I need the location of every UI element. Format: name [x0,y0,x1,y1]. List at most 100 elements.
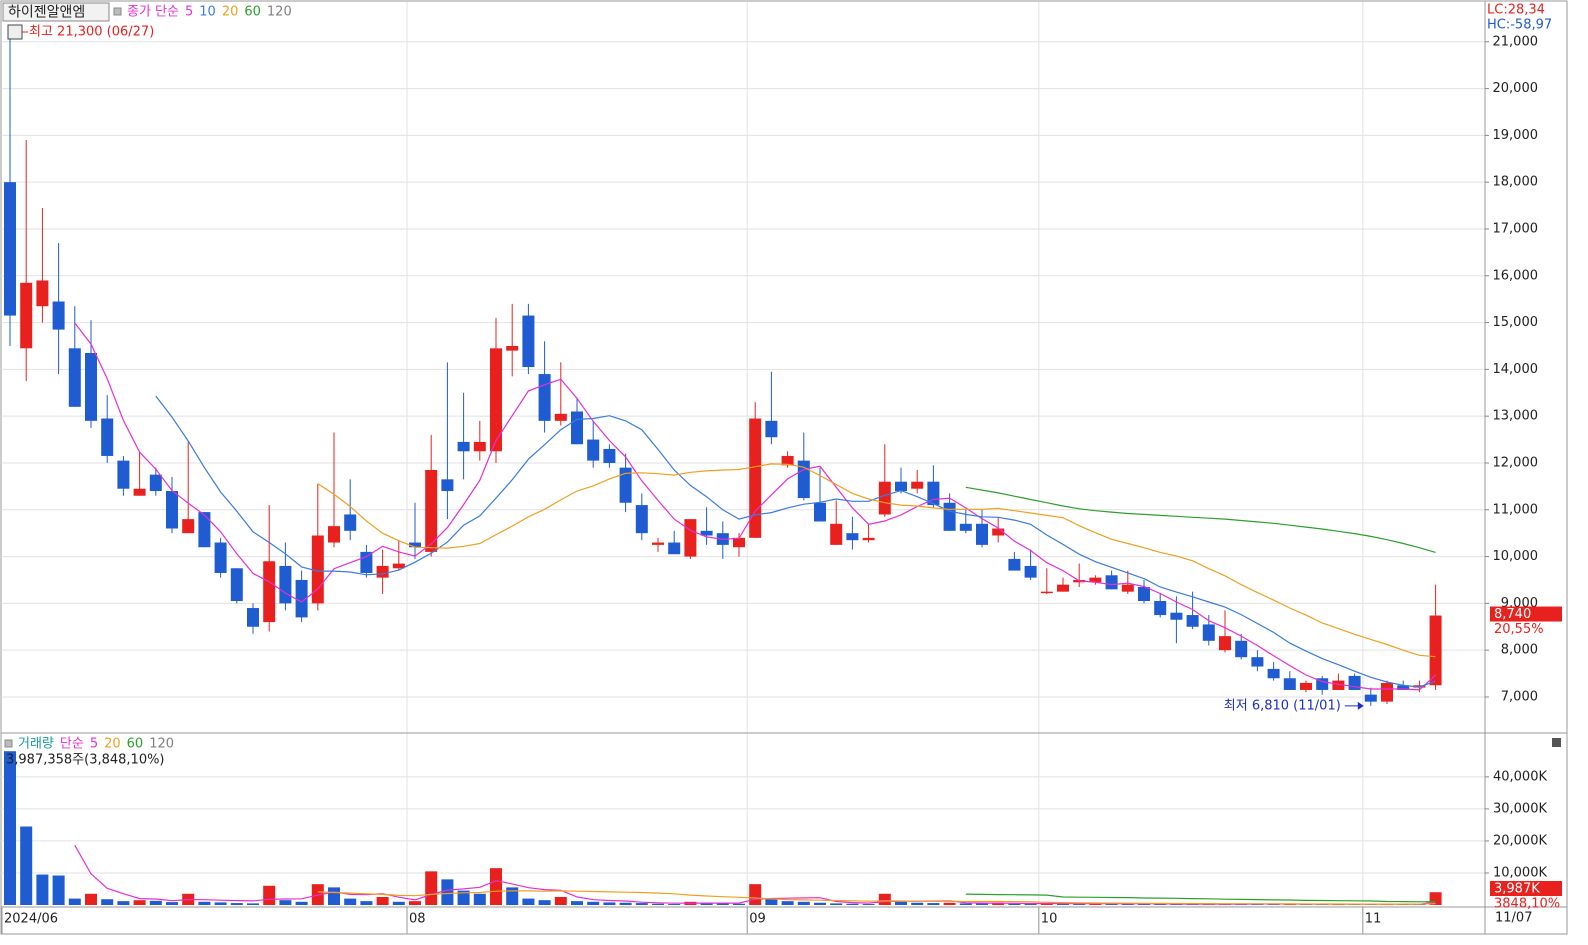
legend-prefix[interactable]: 단순 [60,737,84,752]
volume-bar [4,751,16,905]
candle-body [1316,678,1329,690]
candle-body [992,528,1005,536]
candle-body [425,469,438,552]
volume-bar [101,899,114,905]
candle-body [1429,615,1442,686]
volume-bar [473,893,486,905]
legend-entry[interactable]: 20 [222,5,239,20]
stock-name[interactable]: 하이젠알앤엠 [8,5,85,21]
legend-entry[interactable]: 60 [244,5,261,20]
candle-body [1332,680,1345,690]
volume-bar [230,903,243,905]
x-tick-label: 11 [1365,912,1382,927]
volume-bar [344,898,357,905]
volume-bar [668,904,681,905]
candle-body [457,441,470,452]
last-value-box [1490,881,1562,896]
panel-button[interactable] [1552,738,1561,747]
candle-body [1040,591,1053,594]
candle-body [1235,640,1248,658]
legend-entry[interactable]: 20 [104,737,121,752]
volume-bar [295,901,308,905]
legend-icon[interactable] [113,7,122,16]
volume-bar [1105,903,1118,905]
stock-name-box[interactable] [2,2,110,22]
volume-bar [1138,904,1150,905]
volume-bar [830,903,843,905]
marks-layer [4,27,1442,905]
y-tick-label: 16,000 [1493,268,1539,283]
low-arrowhead [1357,701,1364,710]
legend-prefix[interactable]: 종가 단순 [127,5,179,20]
volume-bar [117,901,130,905]
legend-title[interactable]: 거래량 [18,737,54,752]
volume-bar [878,893,891,905]
candle-body [814,502,826,522]
moving-average-line [155,395,1436,688]
candle-body [522,315,535,368]
candle-body [587,439,600,461]
candle-body [117,460,130,489]
volume-bar [781,901,794,905]
candle-body [797,460,810,499]
candle-body [101,418,114,456]
legend-entry[interactable]: 120 [267,5,292,20]
legend-entry[interactable]: 5 [185,5,193,20]
candle-body [441,479,454,492]
candle-body [959,523,972,531]
volume-summary: 3,987,358주(3,848,10%) [6,753,165,768]
legend-entry[interactable]: 5 [90,737,98,752]
volume-bar [538,900,551,905]
volume-bar [376,896,389,905]
candle-body [1170,612,1183,620]
candle-body [166,491,178,529]
y-tick-label: 21,000 [1493,34,1539,49]
candle-body [571,411,583,445]
candle-body [149,474,162,492]
candle-body [1283,678,1296,690]
candle-body [895,481,907,492]
volume-bar [846,903,859,905]
candle-body [635,505,648,534]
legend-entry[interactable]: 10 [199,5,216,20]
volume-bar [765,898,778,905]
volume-bar [814,902,826,905]
low-annotation: 최저 6,810 (11/01) [1224,698,1341,713]
candle-body [36,280,49,307]
candle-body [1024,565,1037,578]
candle-body [911,481,924,489]
legend-entry[interactable]: 120 [149,737,174,752]
volume-bar [85,893,97,905]
candle-body [1300,682,1312,690]
y-tick-label: 12,000 [1493,455,1539,470]
volume-bar [603,902,616,905]
candle-body [862,537,875,541]
candle-body [247,608,259,627]
x-tick-label: 09 [749,912,766,927]
legend-entry[interactable]: 60 [127,737,144,752]
legend-icon[interactable] [4,739,13,748]
x-tick-label: 08 [409,912,426,927]
volume-bar [976,903,988,905]
candle-body [473,441,486,452]
candle-body [603,448,616,463]
high-annotation: 최고 21,300 (06/27) [29,25,154,40]
candle-body [619,467,632,503]
grid-icon[interactable] [7,24,23,40]
candle-body [1251,657,1264,667]
moving-average-line [317,890,1436,905]
candle-body [376,565,389,578]
candle-body [1154,601,1167,616]
volume-bar [1073,904,1086,905]
volume-bar [1008,903,1021,905]
candle-body [20,282,33,349]
volume-bar [52,875,65,905]
y-tick-label: 17,000 [1493,221,1539,236]
last-date: 11/07 [1495,911,1532,926]
volume-bar [911,902,924,905]
candle-body [198,512,211,548]
candle-body [328,526,340,543]
moving-average-line [965,893,1436,903]
candle-body [1089,577,1102,583]
